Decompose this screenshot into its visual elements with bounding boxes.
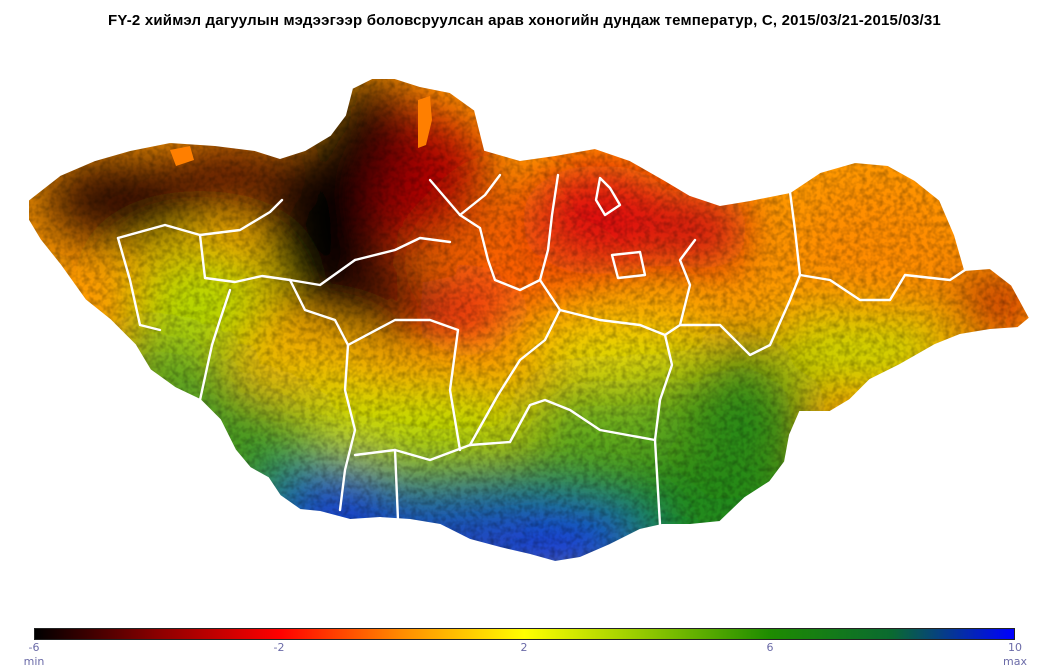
tick-label-3: 2: [520, 641, 528, 654]
tick-label-2: -2: [273, 641, 285, 654]
max-label: max: [1003, 655, 1027, 668]
temperature-map: [27, 77, 1031, 563]
map-title: FY-2 хиймэл дагуулын мэдээгээр боловсруу…: [108, 12, 941, 29]
map-canvas: [27, 77, 1031, 563]
tick-label-4: 6: [766, 641, 774, 654]
tick-label-1: -6: [28, 641, 40, 654]
colorbar: [34, 628, 1015, 640]
tick-label-5: 10: [1008, 641, 1022, 654]
province-borders: [116, 173, 967, 527]
min-label: min: [23, 655, 45, 668]
